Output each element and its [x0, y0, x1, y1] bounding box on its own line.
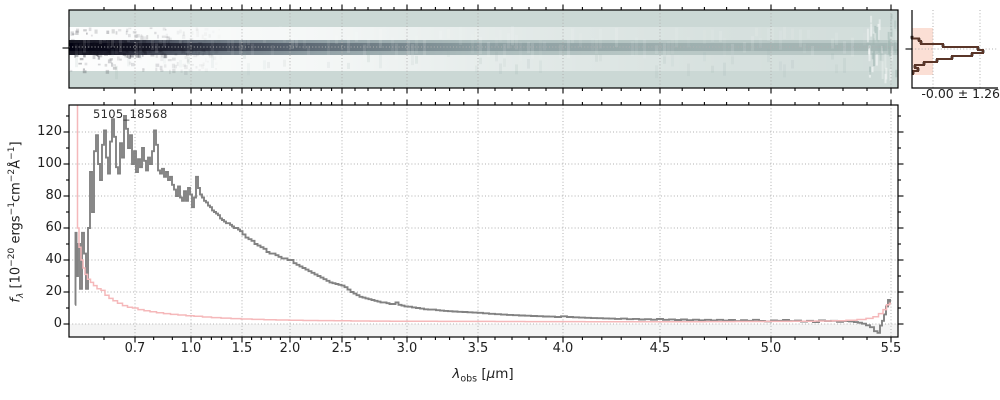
x-tick-label: 4.0: [552, 341, 574, 356]
residual-histogram-panel: [905, 10, 998, 89]
x-tick-label: 1.5: [231, 341, 253, 356]
x-tick-label: 0.7: [124, 341, 146, 356]
spectrum-series: [74, 105, 891, 334]
2d-panel-frame: [68, 9, 899, 89]
2d-panel-ticks: [62, 4, 892, 94]
y-tick-label: 120: [37, 123, 62, 139]
1d-panel-ticks: [63, 99, 904, 343]
x-axis-label: λobs [μm]: [452, 366, 514, 385]
y-tick-label: 80: [45, 187, 62, 203]
y-axis-label: fλ [10−20 ergs−1cm−2Å−1]: [7, 141, 26, 303]
y-tick-label: 100: [37, 155, 62, 171]
x-tick-label: 5.5: [880, 341, 902, 356]
residual-histogram-line: [911, 36, 984, 75]
x-tick-label: 5.0: [760, 341, 782, 356]
1d-spectrum-panel: [69, 105, 898, 337]
sci-spectrum-line: [74, 115, 891, 334]
y-tick-label: 0: [53, 315, 62, 331]
2d-spectrum-panel: [69, 10, 898, 88]
x-tick-label: 3.0: [396, 341, 418, 356]
y-tick-label: 20: [45, 283, 62, 299]
x-tick-label: 1.0: [180, 341, 202, 356]
x-tick-label: 2.0: [279, 341, 301, 356]
1d-panel-frame: [68, 104, 899, 338]
error-spectrum-line: [75, 105, 891, 323]
error-distribution-band: [912, 28, 933, 75]
source-id-label: 5105_18568: [93, 107, 168, 121]
y-tick-label: 60: [45, 219, 62, 235]
residual-stats-label: -0.00 ± 1.26: [921, 86, 1000, 101]
x-tick-label: 2.5: [331, 341, 353, 356]
y-tick-label: 40: [45, 251, 62, 267]
x-tick-label: 4.5: [649, 341, 671, 356]
x-tick-label: 3.5: [467, 341, 489, 356]
